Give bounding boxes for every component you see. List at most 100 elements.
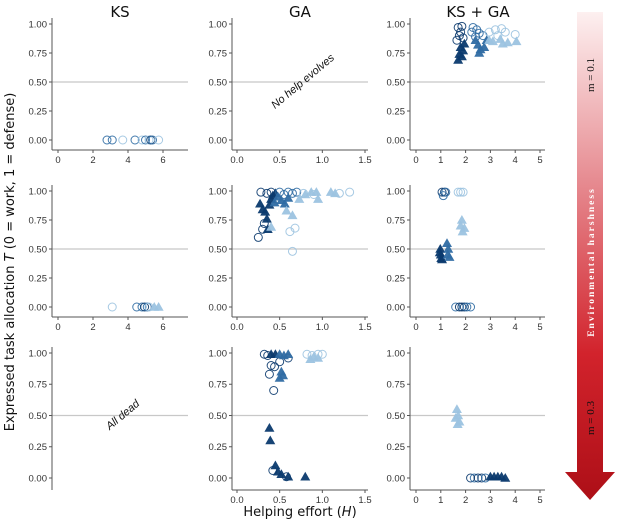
y-tick-label: 0.50	[209, 244, 228, 255]
data-point-triangle	[279, 198, 290, 208]
y-tick-label: 1.00	[29, 186, 48, 197]
y-tick-label: 0.25	[209, 106, 228, 117]
data-point-circle	[299, 188, 309, 198]
x-tick-label: 1.5	[358, 155, 371, 166]
panel-grid: 0.000.250.500.751.000 2 4 60.000.250.500.75…	[29, 18, 545, 506]
data-point-circle	[290, 223, 300, 233]
data-point-circle	[477, 473, 487, 483]
x-tick-label: 0.0	[230, 322, 243, 333]
data-point-circle	[302, 349, 312, 359]
y-tick-label: 1.00	[29, 348, 48, 359]
data-point-circle	[500, 27, 510, 37]
y-tick-label: 0.00	[29, 302, 48, 313]
y-tick-label: 1.00	[387, 19, 406, 30]
y-tick-label: 0.75	[387, 215, 406, 226]
x-tick-label: 6	[160, 322, 165, 333]
m-bottom-label: m = 0.3	[585, 400, 597, 435]
x-tick-label: 1	[438, 495, 443, 506]
x-tick-label: 2	[463, 495, 468, 506]
y-tick-label: 0.00	[209, 135, 228, 146]
data-point-triangle	[294, 194, 305, 203]
y-tick-label: 0.75	[209, 380, 228, 391]
data-point-triangle	[264, 423, 275, 432]
data-point-triangle	[459, 38, 470, 48]
x-tick-label: 4	[513, 322, 518, 333]
data-point-circle	[490, 25, 500, 35]
data-point-triangle	[474, 48, 485, 57]
data-point-triangle	[270, 460, 281, 470]
y-tick-label: 0.00	[387, 302, 406, 313]
x-tick-label: 0	[413, 322, 418, 333]
data-point-triangle	[264, 199, 275, 209]
data-point-circle	[102, 135, 112, 145]
data-point-triangle	[484, 35, 495, 44]
data-point-circle	[466, 473, 476, 483]
y-tick-label: 0.50	[209, 411, 228, 422]
data-point-circle	[292, 187, 302, 197]
y-axis-label-post: (0 = work, 1 = defense)	[3, 93, 18, 254]
y-tick-label: 0.00	[209, 302, 228, 313]
x-tick-label: 4	[513, 155, 518, 166]
x-tick-label: 2	[90, 155, 95, 166]
data-point-circle	[473, 473, 483, 483]
x-tick-label: 0	[55, 155, 60, 166]
data-point-circle	[264, 369, 274, 379]
y-tick-label: 1.00	[387, 186, 406, 197]
y-tick-label: 0.50	[29, 244, 48, 255]
data-point-triangle	[313, 194, 324, 203]
x-axis-label-post: )	[352, 505, 357, 520]
y-tick-label: 0.25	[209, 442, 228, 453]
data-point-triangle	[283, 471, 294, 481]
x-tick-label: 1.0	[316, 495, 329, 506]
data-point-circle	[457, 21, 467, 31]
data-point-triangle	[287, 210, 298, 220]
y-tick-label: 0.75	[387, 48, 406, 59]
y-tick-label: 0.25	[29, 442, 48, 453]
data-point-circle	[253, 232, 263, 242]
y-tick-label: 0.25	[29, 273, 48, 284]
y-tick-label: 0.00	[29, 473, 48, 484]
x-tick-label: 4	[125, 155, 130, 166]
x-tick-label: 1.5	[358, 322, 371, 333]
x-tick-label: 5	[537, 155, 542, 166]
y-tick-label: 0.00	[209, 473, 228, 484]
data-point-triangle	[265, 435, 276, 445]
panel-r1-c2: 0.00 0.25 0.50 0.75 1.00 0 1 2 3 4 5	[387, 185, 545, 333]
data-point-circle	[466, 302, 476, 312]
data-point-circle	[462, 302, 472, 312]
x-tick-label: 1.0	[316, 322, 329, 333]
x-tick-label: 0	[413, 155, 418, 166]
data-point-circle	[457, 302, 467, 312]
data-point-triangle	[479, 42, 490, 51]
data-point-circle	[453, 187, 463, 197]
data-point-triangle	[500, 473, 511, 482]
data-point-triangle	[266, 221, 277, 231]
data-point-triangle	[261, 213, 272, 223]
x-tick-label: 0	[55, 322, 60, 333]
data-point-triangle	[442, 238, 452, 247]
y-tick-label: 0.50	[387, 411, 406, 422]
data-point-triangle	[313, 353, 324, 362]
data-point-circle	[107, 135, 117, 145]
data-point-circle	[451, 302, 461, 312]
x-tick-label: 1	[438, 322, 443, 333]
data-point-circle	[345, 187, 355, 197]
data-point-circle	[456, 187, 466, 197]
panel-r0-c0: 0.00 0.25 0.50 0.75 1.00 0 2 4 6	[29, 18, 188, 166]
data-point-circle	[118, 135, 128, 145]
y-tick-label: 0.75	[29, 380, 48, 391]
data-point-circle	[141, 135, 150, 145]
data-point-triangle	[451, 404, 462, 413]
y-tick-label: 0.25	[387, 106, 406, 117]
data-point-triangle	[444, 252, 455, 261]
data-point-circle	[287, 188, 297, 198]
x-axis-label-var: H	[342, 505, 352, 520]
x-axis-label-pre: Helping effort (	[243, 505, 341, 520]
x-tick-label: 0.5	[273, 495, 286, 506]
x-tick-label: 5	[537, 495, 542, 506]
data-point-circle	[269, 386, 279, 395]
data-point-triangle	[283, 192, 294, 202]
data-point-triangle	[452, 419, 463, 428]
